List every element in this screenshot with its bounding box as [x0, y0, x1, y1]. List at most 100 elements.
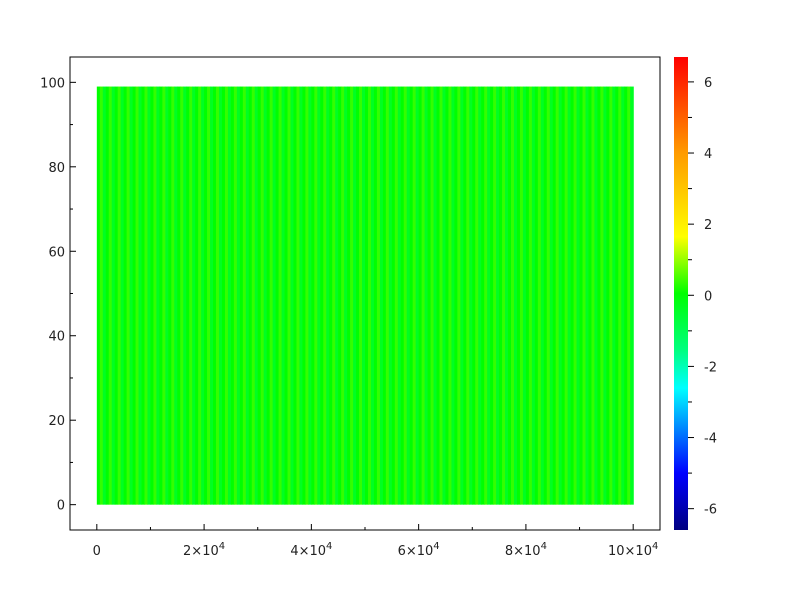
colorbar-tick-label: 2: [704, 218, 712, 233]
heatmap-stripe: [540, 86, 545, 505]
heatmap-stripe: [323, 86, 327, 505]
heatmap-stripe: [221, 86, 226, 505]
heatmap-stripe: [239, 86, 244, 505]
heatmap-stripe: [525, 86, 530, 505]
heatmap-stripe: [213, 86, 217, 505]
heatmap-stripe: [615, 86, 619, 505]
heatmap-stripe: [403, 86, 408, 505]
heatmap-stripe: [168, 86, 172, 505]
heatmap-stripe: [505, 86, 509, 505]
heatmap-stripe: [382, 86, 387, 505]
heatmap-stripe: [508, 86, 512, 505]
x-tick-label: 2×104: [183, 541, 225, 559]
heatmap-stripe: [564, 86, 569, 505]
heatmap-stripe: [582, 86, 587, 505]
heatmap-stripe: [302, 86, 307, 505]
heatmap-stripe: [439, 86, 444, 505]
heatmap-stripe: [549, 86, 554, 505]
heatmap-stripe: [627, 86, 631, 505]
heatmap-stripe: [490, 86, 494, 505]
heatmap-stripe: [365, 86, 369, 505]
heatmap-stripe: [201, 86, 205, 505]
heatmap-stripe: [576, 86, 581, 505]
heatmap-stripe: [281, 86, 286, 505]
heatmap-stripe: [266, 86, 271, 505]
heatmap-stripe: [314, 86, 318, 505]
heatmap-stripe: [338, 86, 342, 505]
heatmap-stripe: [612, 86, 616, 505]
heatmap-cells: [96, 86, 634, 505]
heatmap-stripe: [344, 86, 348, 505]
colorbar-tick-label: -4: [704, 432, 717, 447]
heatmap-stripe: [412, 86, 417, 505]
heatmap-stripe: [284, 86, 289, 505]
heatmap-stripe: [192, 86, 196, 505]
heatmap-stripe: [138, 86, 143, 505]
heatmap-stripe: [210, 86, 214, 505]
heatmap-stripe: [248, 86, 253, 505]
heatmap-stripe: [189, 86, 193, 505]
heatmap-stripe: [370, 86, 375, 505]
heatmap-stripe: [561, 86, 566, 505]
x-axis: 0 2×104 4×104 6×104 8×104 10×104: [93, 524, 658, 559]
heatmap-stripe: [114, 86, 119, 505]
heatmap-stripe: [394, 86, 399, 505]
heatmap-stripe: [362, 86, 366, 505]
heatmap-stripe: [600, 86, 604, 505]
heatmap-stripe: [183, 86, 187, 505]
heatmap-stripe: [433, 86, 438, 505]
heatmap-stripe: [156, 86, 160, 505]
heatmap-stripe: [516, 86, 521, 505]
heatmap-stripe: [597, 86, 602, 505]
heatmap-stripe: [460, 86, 464, 505]
heatmap-stripe: [496, 86, 500, 505]
colorbar: [674, 57, 688, 530]
heatmap-stripe: [347, 86, 351, 505]
heatmap-stripe: [290, 86, 295, 505]
heatmap-stripe: [162, 86, 166, 505]
x-tick-label: 0: [93, 544, 101, 559]
heatmap-stripe: [120, 86, 125, 505]
heatmap-stripe: [543, 86, 548, 505]
colorbar-tick-label: 6: [704, 76, 712, 91]
heatmap-stripe: [430, 86, 435, 505]
heatmap-stripe: [436, 86, 441, 505]
heatmap-stripe: [624, 86, 628, 505]
heatmap-stripe: [579, 86, 584, 505]
heatmap-stripe: [299, 86, 304, 505]
y-tick-label: 20: [48, 414, 65, 429]
heatmap-stripe: [326, 86, 330, 505]
heatmap-stripe: [356, 86, 360, 505]
heatmap-stripe: [111, 86, 116, 505]
heatmap-stripe: [558, 86, 563, 505]
heatmap-stripe: [475, 86, 479, 505]
heatmap-stripe: [522, 86, 527, 505]
heatmap-stripe: [236, 86, 241, 505]
heatmap-stripe: [534, 86, 539, 505]
heatmap-stripe: [341, 86, 345, 505]
heatmap-stripe: [180, 86, 184, 505]
heatmap-stripe: [531, 86, 536, 505]
heatmap-stripe: [603, 86, 607, 505]
colorbar-tick-label: -2: [704, 360, 717, 375]
heatmap-stripe: [207, 86, 211, 505]
heatmap-stripe: [585, 86, 590, 505]
y-tick-label: 80: [48, 161, 65, 176]
heatmap-stripe: [537, 86, 542, 505]
heatmap-stripe: [478, 86, 482, 505]
heatmap-stripe: [242, 86, 247, 505]
heatmap-stripe: [350, 86, 354, 505]
heatmap-stripe: [126, 86, 131, 505]
colorbar-tick-label: -6: [704, 503, 717, 518]
heatmap-stripe: [546, 86, 551, 505]
heatmap-stripe: [397, 86, 402, 505]
heatmap-stripe: [466, 86, 470, 505]
heatmap-stripe: [448, 86, 453, 505]
heatmap-stripe: [129, 86, 134, 505]
heatmap-stripe: [99, 86, 104, 505]
x-tick-label: 6×104: [398, 541, 440, 559]
heatmap-stripe: [409, 86, 414, 505]
heatmap-stripe: [421, 86, 426, 505]
heatmap-stripe: [245, 86, 250, 505]
heatmap-stripe: [329, 86, 333, 505]
